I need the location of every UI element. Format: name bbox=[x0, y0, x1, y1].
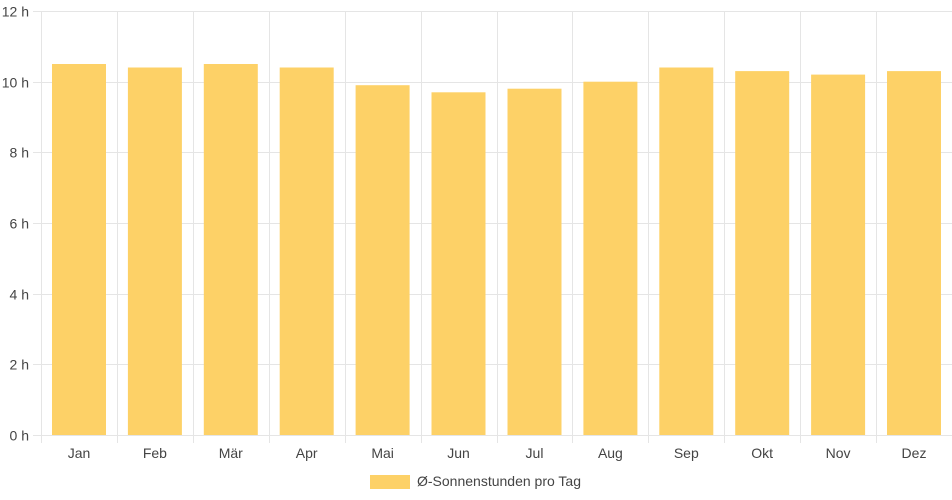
y-tick-label: 10 h bbox=[2, 75, 29, 91]
bar-Apr[interactable] bbox=[279, 67, 334, 436]
y-tick-label: 0 h bbox=[10, 428, 29, 444]
y-tick-label: 12 h bbox=[2, 4, 29, 20]
bar-Jul[interactable] bbox=[507, 88, 562, 435]
x-tick-label: Mär bbox=[219, 445, 243, 461]
bar-Nov[interactable] bbox=[811, 74, 866, 435]
bar-Jun[interactable] bbox=[431, 92, 486, 436]
bar-Aug[interactable] bbox=[583, 81, 638, 435]
x-tick-label: Feb bbox=[143, 445, 167, 461]
y-tick-label: 2 h bbox=[10, 357, 29, 373]
x-tick-label: Jun bbox=[447, 445, 470, 461]
bar-Jan[interactable] bbox=[52, 64, 106, 435]
bar-Okt[interactable] bbox=[735, 71, 790, 435]
x-tick-label: Jan bbox=[68, 445, 91, 461]
y-tick-label: 4 h bbox=[10, 287, 29, 303]
bar-Mär[interactable] bbox=[203, 64, 258, 435]
bar-Dez[interactable] bbox=[887, 71, 941, 435]
legend[interactable]: Ø-Sonnenstunden pro Tag bbox=[370, 473, 581, 489]
bar-Sep[interactable] bbox=[659, 67, 714, 436]
y-tick-label: 8 h bbox=[10, 145, 29, 161]
x-tick-label: Sep bbox=[674, 445, 699, 461]
x-tick-label: Jul bbox=[526, 445, 544, 461]
legend-swatch bbox=[370, 475, 410, 489]
bar-Feb[interactable] bbox=[127, 67, 182, 436]
grid-lines bbox=[33, 11, 952, 443]
x-tick-label: Apr bbox=[296, 445, 318, 461]
y-tick-label: 6 h bbox=[10, 216, 29, 232]
y-axis-tick-labels: 0 h 2 h 4 h 6 h 8 h 10 h 12 h bbox=[2, 4, 29, 444]
bars bbox=[52, 64, 941, 436]
x-tick-label: Nov bbox=[826, 445, 851, 461]
x-tick-label: Aug bbox=[598, 445, 623, 461]
x-axis-tick-labels: Jan Feb Mär Apr Mai Jun Jul Aug Sep Okt Nov Dez bbox=[68, 445, 927, 461]
x-tick-label: Mai bbox=[371, 445, 394, 461]
legend-label: Ø-Sonnenstunden pro Tag bbox=[417, 473, 581, 489]
bar-Mai[interactable] bbox=[355, 85, 410, 435]
x-tick-label: Okt bbox=[751, 445, 773, 461]
x-tick-label: Dez bbox=[902, 445, 927, 461]
